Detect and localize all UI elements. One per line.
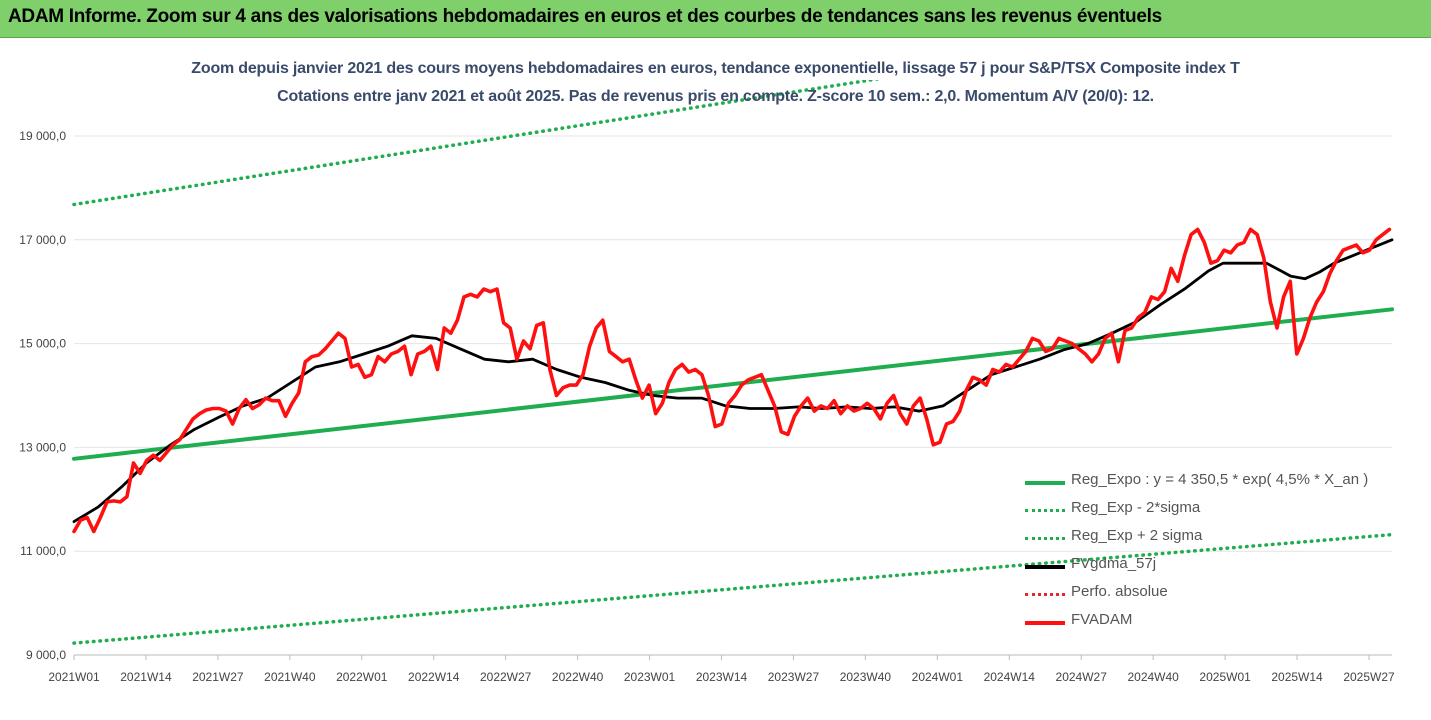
- legend-label: FVADAM: [1071, 611, 1133, 628]
- x-tick-label: 2023W14: [696, 670, 748, 684]
- y-tick-label: 9 000,0: [26, 648, 66, 662]
- x-tick-label: 2021W01: [48, 670, 100, 684]
- legend-label: Reg_Expo : y = 4 350,5 * exp( 4,5% * X_a…: [1071, 471, 1369, 488]
- legend-item: Reg_Exp - 2*sigma: [1025, 496, 1395, 524]
- x-tick-label: 2024W27: [1056, 670, 1108, 684]
- legend-swatch: [1025, 481, 1065, 485]
- series-layer: [72, 80, 1394, 645]
- x-tick-label: 2024W40: [1127, 670, 1179, 684]
- legend-label: Reg_Exp - 2*sigma: [1071, 499, 1201, 516]
- legend-swatch: [1025, 509, 1065, 512]
- legend: Reg_Expo : y = 4 350,5 * exp( 4,5% * X_a…: [1025, 468, 1395, 636]
- legend-label: Reg_Exp + 2 sigma: [1071, 527, 1203, 544]
- x-tick-label: 2025W01: [1199, 670, 1251, 684]
- x-axis: 2021W01 2021W14 2021W27 2021W40 2022W01 2022W…: [48, 654, 1395, 684]
- x-tick-label: 2022W01: [336, 670, 388, 684]
- x-tick-label: 2025W27: [1343, 670, 1395, 684]
- x-tick-label: 2023W27: [768, 670, 820, 684]
- legend-swatch: [1025, 621, 1065, 625]
- x-tick-label: 2025W14: [1271, 670, 1323, 684]
- x-tick-label: 2022W40: [552, 670, 604, 684]
- x-tick-label: 2022W27: [480, 670, 532, 684]
- x-tick-label: 2022W14: [408, 670, 460, 684]
- legend-item: FVADAM: [1025, 608, 1395, 636]
- series-line-0: [72, 307, 1394, 461]
- chart-area: [0, 38, 1431, 720]
- y-tick-label: 11 000,0: [20, 544, 66, 558]
- legend-swatch: [1025, 565, 1065, 569]
- y-tick-label: 19 000,0: [19, 129, 66, 143]
- x-tick-label: 2023W40: [840, 670, 892, 684]
- legend-swatch: [1025, 537, 1065, 540]
- x-tick-label: 2021W27: [192, 670, 244, 684]
- x-tick-label: 2021W14: [120, 670, 172, 684]
- legend-item: Perfo. absolue: [1025, 580, 1395, 608]
- x-tick-label: 2024W14: [984, 670, 1036, 684]
- legend-swatch: [1025, 593, 1065, 596]
- legend-label: FVgdma_57j: [1071, 555, 1157, 572]
- legend-item: Reg_Expo : y = 4 350,5 * exp( 4,5% * X_a…: [1025, 468, 1395, 496]
- chart-subtitle: Cotations entre janv 2021 et août 2025. …: [277, 88, 1154, 105]
- legend-label: Perfo. absolue: [1071, 583, 1168, 600]
- x-tick-label: 2021W40: [264, 670, 316, 684]
- report-title: ADAM Informe. Zoom sur 4 ans des valoris…: [8, 6, 1162, 27]
- y-axis: 9 000,0 11 000,0 13 000,0 15 000,0 17 000,0 1…: [19, 129, 66, 662]
- x-tick-label: 2024W01: [912, 670, 964, 684]
- y-tick-label: 13 000,0: [19, 440, 66, 454]
- x-tick-label: 2023W01: [624, 670, 676, 684]
- y-tick-label: 17 000,0: [19, 233, 66, 247]
- series-line-1: [72, 532, 1394, 645]
- series-line-5: [72, 227, 1392, 534]
- chart-title: Zoom depuis janvier 2021 des cours moyen…: [191, 60, 1240, 77]
- y-tick-label: 15 000,0: [19, 337, 66, 351]
- legend-item: FVgdma_57j: [1025, 552, 1395, 580]
- series-line-2: [72, 80, 882, 207]
- legend-item: Reg_Exp + 2 sigma: [1025, 524, 1395, 552]
- report-header: ADAM Informe. Zoom sur 4 ans des valoris…: [0, 0, 1431, 38]
